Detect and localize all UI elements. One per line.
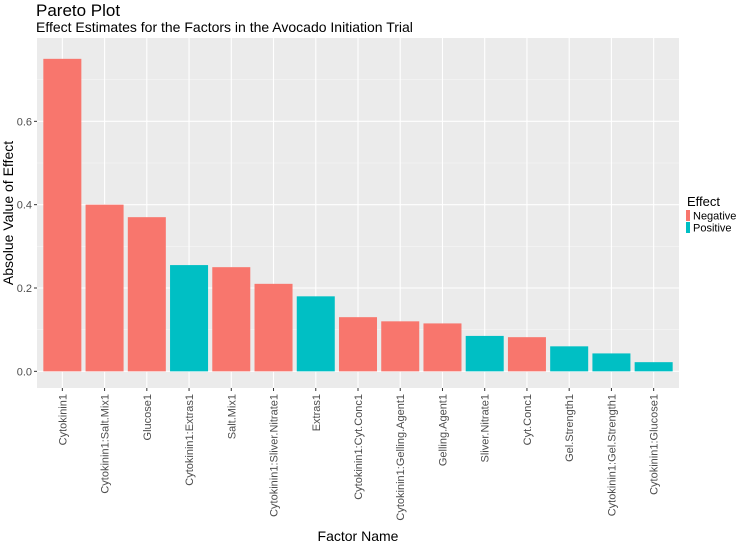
bar (592, 353, 631, 372)
legend-label: Positive (693, 223, 732, 235)
x-tick-label: Cytokinin1:Gel.Strength1 (606, 394, 618, 516)
legend-title: Effect (687, 194, 720, 209)
y-axis-ticks: 0.0 0.2 0.4 0.6 (17, 116, 37, 378)
x-tick-label: Cytokinin1:Cyt.Conc1 (353, 394, 365, 500)
bar (212, 267, 251, 372)
x-tick-label: Cyt.Conc1 (522, 394, 534, 445)
bar (85, 204, 124, 372)
x-tick-label: Cytokinin1:Glucose1 (649, 394, 661, 495)
bar (338, 317, 378, 372)
x-tick-label: Extras1 (311, 394, 323, 431)
bar (127, 217, 166, 372)
bar (634, 362, 673, 372)
y-tick-label: 0.2 (17, 283, 32, 295)
x-tick-label: Cytokinin1 (57, 394, 69, 445)
x-tick-label: Salt.Mix1 (226, 394, 238, 439)
x-tick-label: Glucose1 (142, 394, 154, 440)
legend-swatch (686, 210, 690, 221)
x-tick-label: Cytokinin1:Extras1 (184, 394, 196, 486)
bar (254, 283, 293, 372)
x-tick-label: Cytokinin1:Gelling.Agent1 (395, 394, 407, 521)
bar (423, 323, 462, 372)
y-tick-label: 0.0 (17, 366, 32, 378)
bar (550, 346, 589, 372)
legend-swatch (686, 222, 690, 233)
x-tick-label: Gelling.Agent1 (437, 394, 449, 466)
bar (507, 337, 546, 372)
x-axis-title: Factor Name (318, 528, 399, 544)
bar (170, 265, 209, 372)
legend-label: Negative (693, 211, 736, 223)
y-tick-label: 0.6 (17, 116, 32, 128)
x-tick-label: Gel.Strength1 (564, 394, 576, 462)
bar (465, 335, 504, 372)
y-tick-label: 0.4 (17, 200, 32, 212)
chart-subtitle: Effect Estimates for the Factors in the … (36, 19, 413, 35)
bar (381, 321, 420, 372)
bar (43, 58, 82, 372)
x-tick-label: Sliver.Nitrate1 (480, 394, 492, 462)
x-axis-ticks: Cytokinin1 Cytokinin1:Salt.Mix1 Glucose1 Cy… (57, 388, 661, 521)
y-axis-title: Absolue Value of Effect (0, 141, 16, 285)
bars-layer (43, 58, 673, 372)
chart-title: Pareto Plot (36, 1, 121, 20)
bar (296, 296, 335, 372)
x-tick-label: Cytokinin1:Sliver.Nitrate1 (269, 394, 281, 517)
x-tick-label: Cytokinin1:Salt.Mix1 (100, 394, 112, 494)
